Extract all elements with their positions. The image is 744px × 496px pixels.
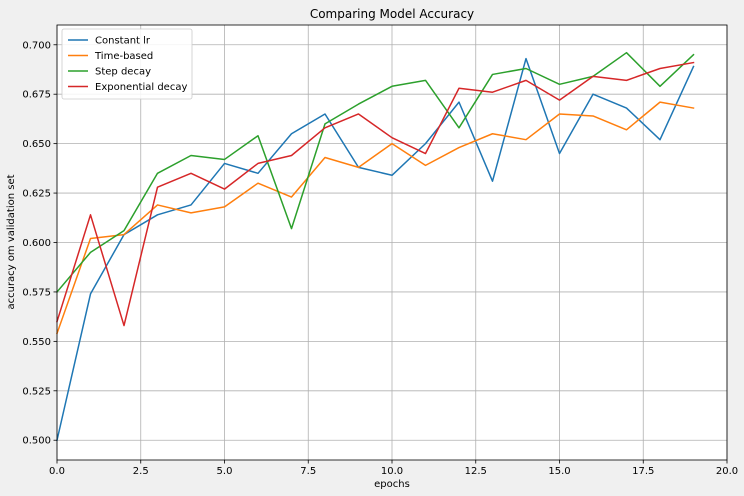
y-tick-label: 0.625	[22, 189, 51, 200]
legend: Constant lr Time-based Step decay Exponenti…	[61, 28, 193, 100]
legend-label: Constant lr	[95, 36, 151, 47]
x-tick-label: 20.0	[716, 466, 738, 477]
series-line-2	[56, 101, 695, 335]
x-tick-label: 12.5	[465, 466, 487, 477]
series-line-1	[56, 57, 695, 442]
y-tick-label: 0.600	[22, 238, 51, 249]
y-tick-label: 0.525	[22, 386, 51, 397]
y-tick-label: 0.575	[22, 287, 51, 298]
series-line-3	[55, 51, 695, 293]
axis-ticks: 0.0 2.5 5.0 7.5 10.0 12.5 15.0 17.5 20.0 0.500 0.5…	[22, 40, 738, 477]
y-tick-label: 0.700	[22, 40, 51, 51]
legend-box	[61, 28, 193, 100]
x-tick-label: 7.5	[300, 466, 316, 477]
legend-label: Time-based	[94, 51, 153, 62]
x-tick-label: 5.0	[217, 466, 233, 477]
series-layer	[55, 51, 695, 442]
y-tick-label: 0.550	[22, 337, 51, 348]
y-axis-title: accuracy om validation set	[6, 174, 17, 309]
x-axis-title: epochs	[374, 479, 410, 490]
x-tick-label: 10.0	[381, 466, 403, 477]
x-tick-label: 17.5	[632, 466, 654, 477]
legend-label: Step decay	[95, 67, 151, 78]
x-tick-label: 15.0	[548, 466, 570, 477]
y-tick-label: 0.650	[22, 139, 51, 150]
legend-label: Exponential decay	[95, 82, 187, 93]
x-tick-label: 2.5	[133, 466, 149, 477]
series-line-4	[56, 61, 695, 327]
chart-title: Comparing Model Accuracy	[310, 7, 474, 21]
x-tick-label: 0.0	[49, 466, 65, 477]
y-tick-label: 0.500	[22, 436, 51, 447]
y-tick-label: 0.675	[22, 90, 51, 101]
